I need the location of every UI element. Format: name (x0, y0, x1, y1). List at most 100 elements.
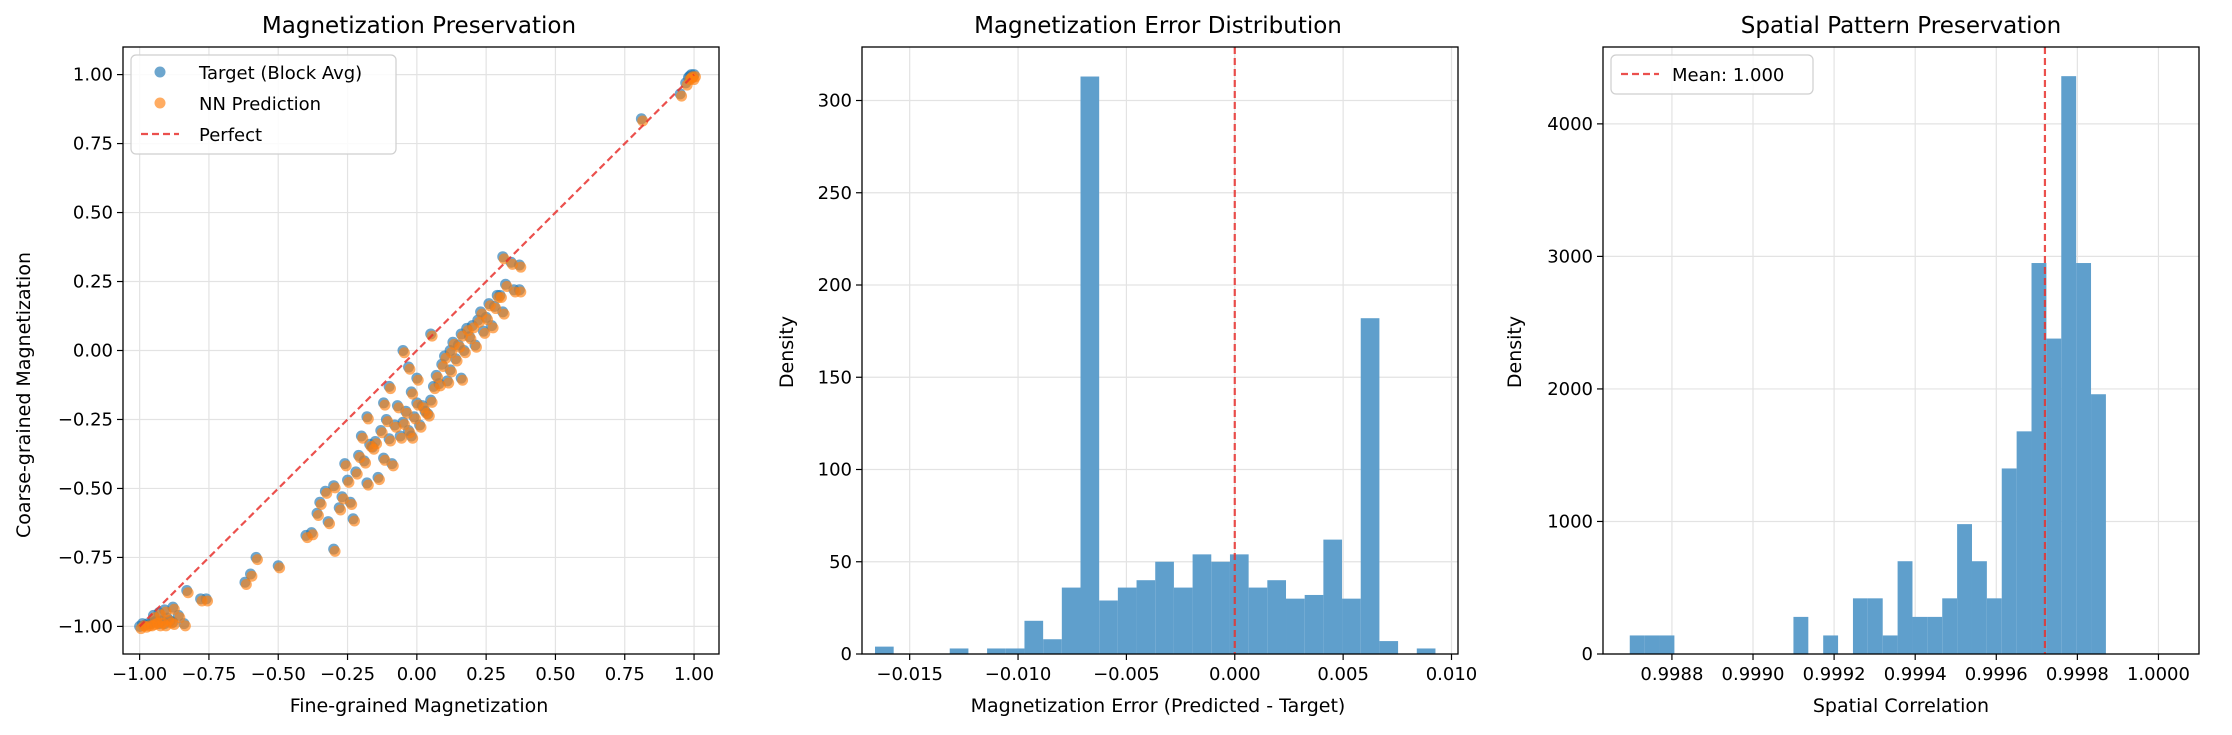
histogram-bar (1793, 616, 1809, 654)
histogram-bar (2061, 76, 2077, 654)
prediction-point (376, 427, 388, 439)
prediction-point (437, 361, 449, 373)
prediction-point (168, 603, 180, 615)
y-tick-label: 300 (818, 91, 852, 112)
histogram-bar (1155, 561, 1174, 654)
prediction-point (432, 372, 444, 384)
panel-1-xlabel: Fine-grained Magnetization (290, 695, 549, 717)
prediction-point (351, 468, 363, 480)
prediction-point (498, 308, 510, 320)
panel-spatial-pattern-preservation: Spatial Pattern Preservation Spatial Cor… (1504, 13, 2200, 717)
panel-3-ylabel: Density (1504, 316, 1526, 388)
y-tick-label: 100 (818, 460, 852, 481)
histogram-bar (1912, 616, 1928, 654)
panel-3-marks (1629, 47, 2106, 654)
histogram-bar (1043, 639, 1062, 654)
prediction-point (160, 606, 172, 618)
panel-3-legend: Mean: 1.000 (1610, 54, 1814, 95)
prediction-point (182, 587, 194, 599)
panel-2-frame (861, 46, 1459, 655)
y-tick-label: 0 (841, 644, 852, 665)
prediction-point (379, 399, 391, 411)
x-tick-label: −0.010 (985, 664, 1052, 685)
y-tick-label: 3000 (1547, 246, 1593, 267)
x-tick-label: 0.9998 (2046, 664, 2109, 685)
histogram-bar (1360, 318, 1380, 654)
panel-1-title: Magnetization Preservation (262, 13, 576, 39)
prediction-point (329, 482, 341, 494)
prediction-point (426, 396, 438, 408)
prediction-point (362, 479, 374, 491)
y-tick-label: −1.00 (58, 616, 113, 637)
prediction-point (274, 562, 286, 574)
x-tick-label: −0.015 (876, 664, 943, 685)
histogram-bar (1304, 594, 1324, 654)
prediction-point (501, 280, 513, 292)
histogram-bar (1323, 539, 1343, 654)
histogram-bar (1882, 635, 1898, 654)
prediction-point (329, 545, 341, 557)
prediction-point (362, 413, 374, 425)
x-tick-label: 0.9996 (1965, 664, 2028, 685)
y-tick-label: 0.50 (73, 203, 113, 224)
prediction-point (390, 421, 402, 433)
prediction-point (401, 407, 413, 419)
prediction-point (371, 438, 383, 450)
panel-2-ylabel: Density (776, 316, 798, 388)
x-tick-label: −0.005 (1093, 664, 1160, 685)
prediction-point (470, 341, 482, 353)
histogram-bar (1211, 561, 1230, 654)
prediction-point (348, 515, 360, 527)
histogram-bar (1286, 598, 1305, 654)
y-tick-label: 150 (818, 367, 852, 388)
histogram-bar (949, 648, 969, 654)
y-tick-label: −0.50 (58, 478, 113, 499)
prediction-point (487, 322, 499, 334)
y-tick-label: 1.00 (73, 65, 113, 86)
prediction-point (434, 380, 446, 392)
prediction-point (307, 529, 319, 541)
histogram-bar (1080, 76, 1100, 654)
prediction-point (515, 261, 527, 273)
prediction-point (495, 292, 507, 304)
y-tick-label: 0.25 (73, 272, 113, 293)
prediction-point (343, 476, 355, 488)
prediction-point (404, 363, 416, 375)
panel-magnetization-error-distribution: Magnetization Error Distribution Magneti… (776, 13, 1477, 717)
prediction-point (506, 258, 518, 270)
perfect-line (138, 73, 695, 628)
histogram-bar (987, 648, 1006, 654)
histogram-bar (1229, 554, 1249, 654)
panel-2-title: Magnetization Error Distribution (974, 13, 1342, 39)
prediction-point (240, 578, 252, 590)
histogram-bar (1379, 641, 1399, 654)
prediction-point (321, 487, 333, 499)
prediction-point (379, 454, 391, 466)
x-tick-label: 0.9988 (1640, 664, 1703, 685)
x-tick-label: 0.9994 (1884, 664, 1947, 685)
histogram-bar (1136, 580, 1156, 654)
x-tick-label: 0.000 (1209, 664, 1261, 685)
panel-2-marks (875, 47, 1436, 654)
prediction-point (312, 509, 324, 521)
x-tick-label: −0.75 (181, 664, 236, 685)
histogram-bar (2016, 431, 2032, 654)
prediction-point (251, 554, 263, 566)
prediction-point (385, 435, 397, 447)
histogram-bar (1957, 524, 1972, 654)
histogram-bar (1927, 616, 1943, 654)
prediction-point (473, 316, 485, 328)
prediction-point (337, 493, 349, 505)
legend-perfect-label: Perfect (199, 125, 262, 146)
prediction-point (409, 413, 421, 425)
panel-1-ylabel: Coarse-grained Magnetization (13, 252, 35, 538)
prediction-point (174, 612, 186, 624)
prediction-point (360, 457, 372, 469)
x-tick-label: 1.00 (674, 664, 714, 685)
y-tick-label: 250 (818, 183, 852, 204)
panel-1-legend: Target (Block Avg) NN Prediction Perfect (130, 54, 397, 155)
prediction-point (387, 460, 399, 472)
prediction-point (457, 374, 469, 386)
prediction-point (246, 570, 258, 582)
prediction-point (179, 620, 191, 632)
